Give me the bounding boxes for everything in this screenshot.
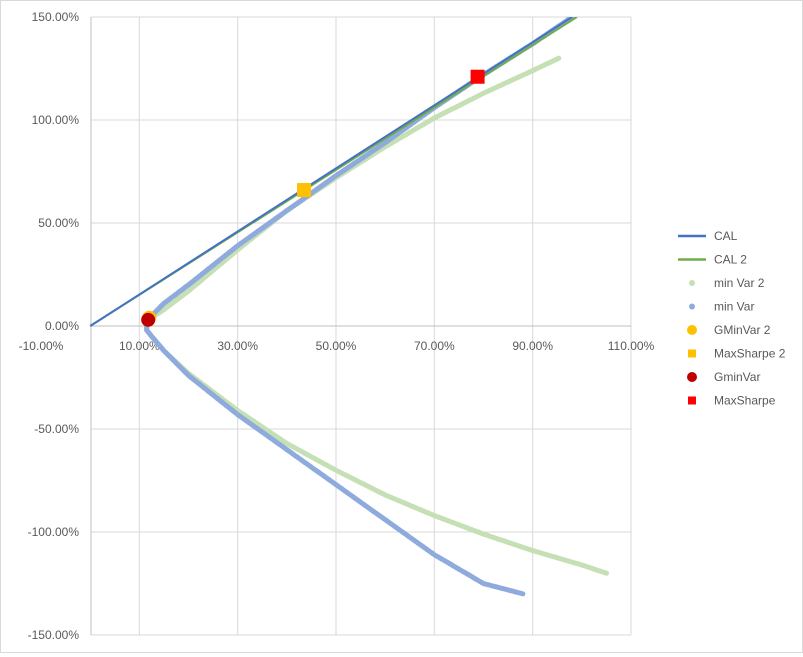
- x-tick-label: 50.00%: [316, 339, 357, 353]
- legend-label: min Var: [714, 300, 754, 314]
- legend-item-cal-2: CAL 2: [678, 253, 747, 267]
- legend-label: min Var 2: [714, 276, 765, 290]
- series-cal-line: [89, 17, 573, 327]
- legend-swatch: [687, 372, 697, 382]
- legend-item-min-var: min Var: [689, 300, 754, 314]
- legend-item-maxsharpe-2: MaxSharpe 2: [688, 347, 786, 361]
- y-tick-label: -150.00%: [28, 628, 80, 642]
- series-min-var-2: [144, 55, 610, 576]
- y-tick-label: -50.00%: [34, 422, 79, 436]
- tick-labels: -10.00% 10.00% 30.00% 50.00% 70.00% 90.00% 110…: [19, 10, 655, 642]
- legend-swatch: [687, 325, 697, 335]
- series-min-var-2-point: [603, 570, 610, 576]
- series-maxsharpe-2-marker: [297, 183, 312, 198]
- y-tick-label: 100.00%: [32, 113, 80, 127]
- legend-label: MaxSharpe: [714, 394, 776, 408]
- legend-label: GMinVar 2: [714, 323, 771, 337]
- legend-item-gminvar-2: GMinVar 2: [687, 323, 771, 337]
- series-maxsharpe-marker: [470, 69, 485, 84]
- x-tick-label: 70.00%: [414, 339, 455, 353]
- y-tick-label: 0.00%: [45, 319, 79, 333]
- legend-swatch: [689, 303, 695, 310]
- series-gminvar-marker: [141, 312, 156, 327]
- series-min-var: [144, 17, 575, 597]
- legend-item-maxsharpe: MaxSharpe: [688, 394, 776, 408]
- legend-label: MaxSharpe 2: [714, 347, 786, 361]
- legend-swatch: [688, 396, 696, 405]
- y-tick-label: -100.00%: [28, 525, 80, 539]
- legend-item-cal: CAL: [678, 229, 738, 243]
- axes: [90, 17, 631, 635]
- plot-area: [89, 17, 610, 597]
- legend: CAL CAL 2 min Var 2 min Var GMinVar 2 MaxShar…: [678, 229, 786, 408]
- x-tick-label: 90.00%: [512, 339, 553, 353]
- series-min-var-point: [520, 591, 526, 597]
- legend-label: CAL: [714, 229, 738, 243]
- x-tick-label: 30.00%: [217, 339, 258, 353]
- legend-label: CAL 2: [714, 253, 747, 267]
- y-tick-label: 150.00%: [32, 10, 80, 24]
- legend-item-gminvar: GminVar: [687, 370, 760, 384]
- x-tick-label: 10.00%: [119, 339, 160, 353]
- x-tick-label: 110.00%: [608, 339, 655, 353]
- legend-swatch: [689, 280, 695, 286]
- legend-item-min-var-2: min Var 2: [689, 276, 765, 290]
- y-tick-label: 50.00%: [38, 216, 79, 230]
- legend-swatch: [688, 349, 696, 358]
- x-tick-label: -10.00%: [19, 339, 64, 353]
- legend-label: GminVar: [714, 370, 760, 384]
